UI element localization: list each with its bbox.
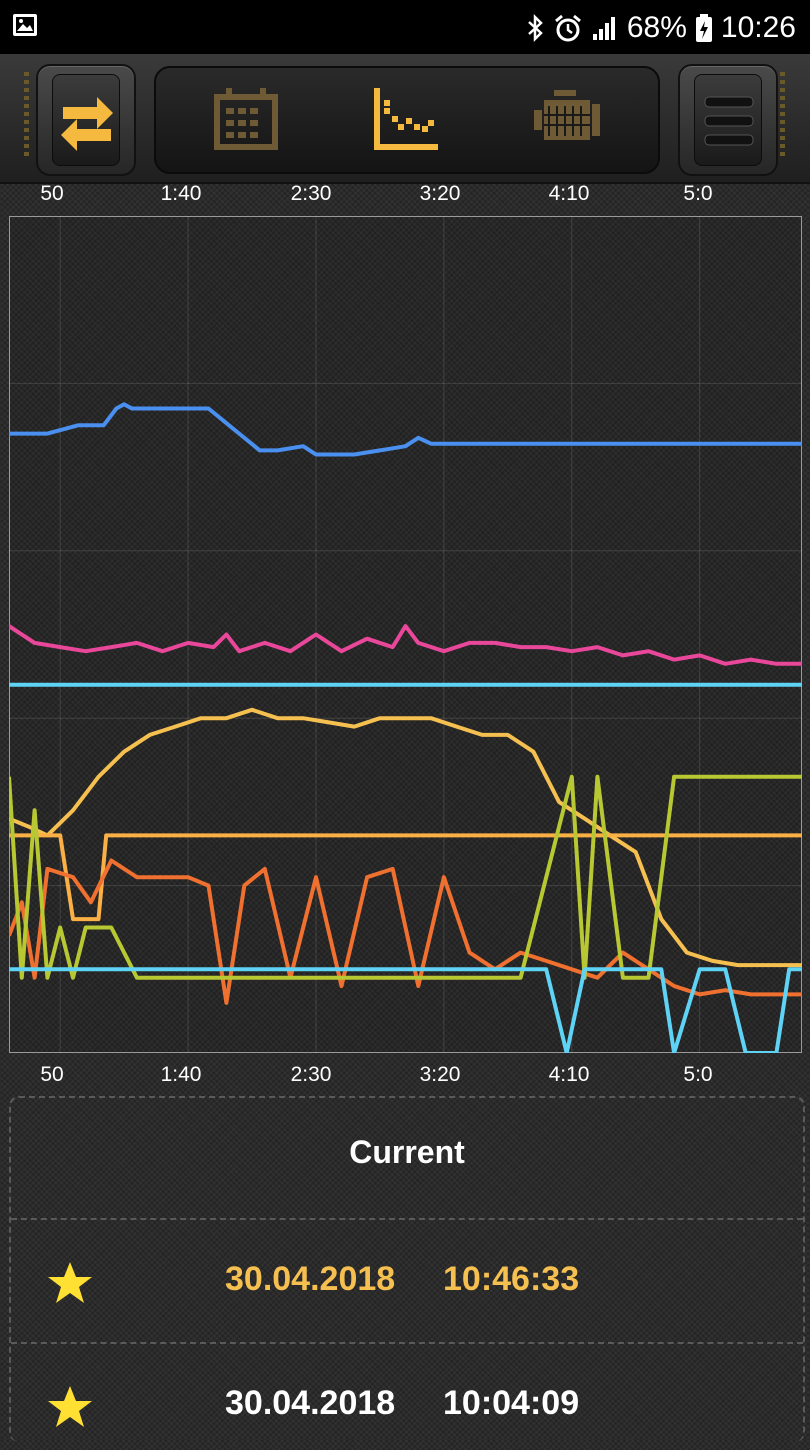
battery-percent: 68% — [626, 11, 687, 44]
session-entry[interactable]: 30.04.2018 10:46:33 — [11, 1246, 803, 1326]
sessions-card: Current 30.04.2018 10:46:33 30.04.2018 1… — [9, 1096, 805, 1442]
divider — [11, 1342, 803, 1344]
x-tick: 50 — [40, 182, 64, 205]
x-tick: 5:0 — [683, 1063, 713, 1086]
toolbar — [0, 54, 810, 184]
grip-left — [24, 72, 29, 160]
engine-tab[interactable] — [530, 86, 602, 154]
swap-arrows-icon — [61, 97, 113, 151]
x-tick: 2:30 — [290, 182, 332, 205]
battery-charging-icon — [695, 14, 712, 42]
gallery-icon — [12, 12, 38, 42]
x-tick: 2:30 — [290, 1063, 332, 1086]
grip-right — [780, 72, 785, 160]
card-title: Current — [349, 1134, 465, 1170]
session-date: 30.04.2018 — [225, 1384, 396, 1422]
calendar-icon — [214, 88, 278, 150]
x-tick: 4:10 — [548, 182, 590, 205]
x-tick: 1:40 — [160, 182, 202, 205]
x-tick: 5:0 — [683, 182, 713, 205]
menu-button[interactable] — [678, 64, 778, 176]
session-date: 30.04.2018 — [225, 1260, 396, 1298]
x-tick: 3:20 — [419, 1063, 461, 1086]
swap-button[interactable] — [36, 64, 136, 176]
engine-icon — [534, 90, 600, 140]
sensor-chart[interactable] — [9, 216, 802, 1053]
view-switcher — [154, 66, 660, 174]
bluetooth-icon — [528, 13, 543, 43]
session-entry[interactable]: 30.04.2018 10:04:09 — [11, 1370, 803, 1450]
star-icon[interactable] — [47, 1384, 93, 1430]
x-axis-bottom: 50 1:40 2:30 3:20 4:10 5:0 — [0, 1063, 810, 1093]
menu-icon — [704, 96, 754, 146]
star-icon[interactable] — [47, 1260, 93, 1306]
clock: 10:26 — [720, 11, 796, 44]
x-axis-top: 50 1:40 2:30 3:20 4:10 5:0 — [0, 182, 810, 212]
chart-tab[interactable] — [370, 86, 442, 154]
series-line-5 — [9, 833, 802, 922]
divider — [11, 1218, 803, 1220]
series-line-2 — [9, 624, 802, 666]
series-line-7 — [9, 774, 802, 980]
x-tick: 1:40 — [160, 1063, 202, 1086]
x-tick: 4:10 — [548, 1063, 590, 1086]
signal-icon — [592, 17, 615, 40]
x-tick: 3:20 — [419, 182, 461, 205]
alarm-icon — [554, 14, 581, 42]
calendar-tab[interactable] — [212, 86, 280, 154]
status-bar: 68% 10:26 — [0, 0, 810, 54]
series-line-1 — [9, 402, 802, 457]
session-time: 10:04:09 — [443, 1384, 580, 1422]
x-tick: 50 — [40, 1063, 64, 1086]
chart-icon — [374, 88, 438, 150]
session-time: 10:46:33 — [443, 1260, 580, 1298]
series-line-8 — [9, 967, 802, 1053]
